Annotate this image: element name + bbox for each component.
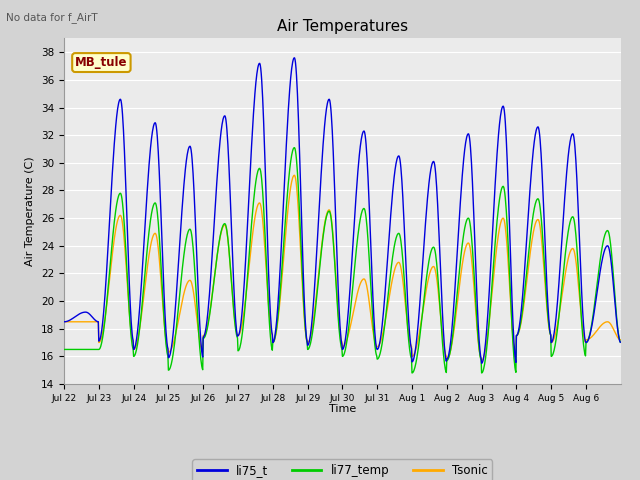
Title: Air Temperatures: Air Temperatures — [277, 20, 408, 35]
Y-axis label: Air Temperature (C): Air Temperature (C) — [26, 156, 35, 266]
Legend: li75_t, li77_temp, Tsonic: li75_t, li77_temp, Tsonic — [192, 459, 493, 480]
Text: No data for f_AirT: No data for f_AirT — [6, 12, 98, 23]
X-axis label: Time: Time — [329, 404, 356, 414]
Text: MB_tule: MB_tule — [75, 56, 127, 69]
